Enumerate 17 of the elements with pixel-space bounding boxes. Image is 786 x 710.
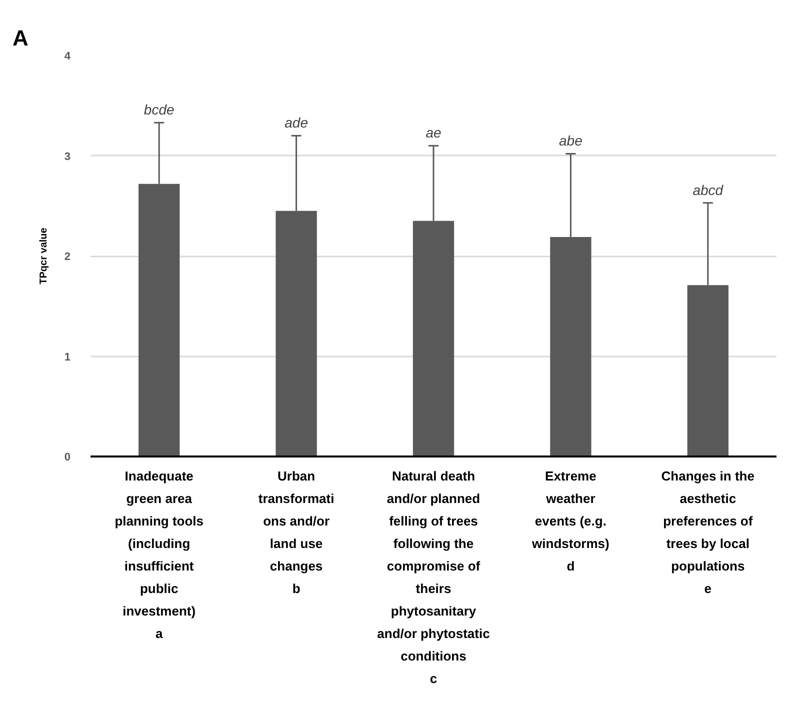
chart-title: A <box>12 26 28 50</box>
annotation: bcde <box>144 102 174 118</box>
x-tick-label: Extreme weather events (e.g. windstorms) d <box>531 468 610 574</box>
y-tick-label: 4 <box>64 50 72 62</box>
x-tick-label: Changes in the aesthetic preferences of trees by local populations e <box>661 468 754 596</box>
y-tick-label: 2 <box>64 251 71 263</box>
x-tick-label: Urban transformati ons and/or land use changes b <box>258 468 334 596</box>
y-tick-label: 1 <box>64 351 71 364</box>
annotation: ae <box>426 124 442 141</box>
x-tick-label: Inadequate green area planning tools (including insufficient public investment) a <box>114 468 204 641</box>
annotation: abe <box>559 132 583 149</box>
annotation: abcd <box>692 182 724 198</box>
y-tick-label: 0 <box>64 452 71 464</box>
y-tick-label: 3 <box>64 150 71 163</box>
y-axis-title: TPqcr value <box>38 227 50 284</box>
annotation: ade <box>284 114 308 131</box>
category-label: Natural death and/or planned felling of trees following the compromise of theirs phytosanitary and/or phytostatic conditions c <box>377 468 490 686</box>
